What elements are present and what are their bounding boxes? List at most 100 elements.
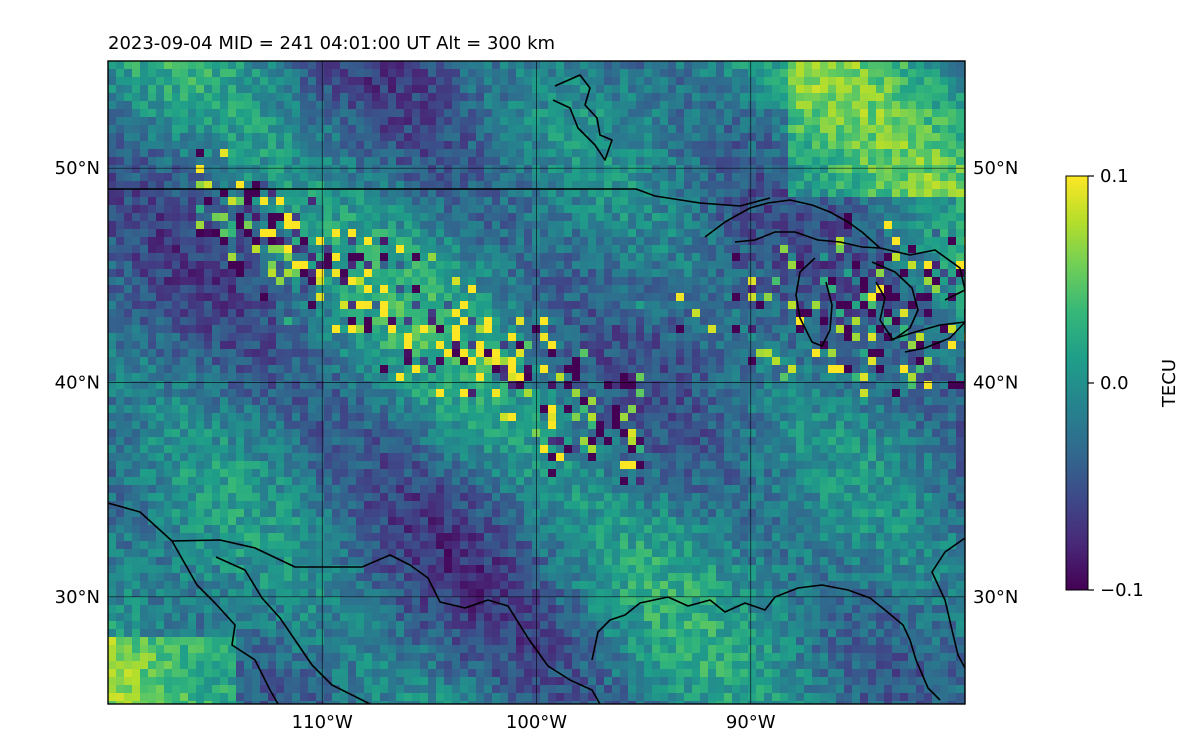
tec-cell [932,333,941,342]
tec-cell [556,245,565,254]
tec-cell [228,405,237,414]
tec-cell [604,309,613,318]
tec-cell [596,69,605,78]
tec-cell [636,381,645,390]
tec-cell [412,245,421,254]
tec-cell [396,189,405,198]
tec-cell [124,269,133,278]
tec-cell [572,405,581,414]
tec-cell [364,317,373,326]
tec-cell [660,133,669,142]
tec-cell [604,373,613,382]
tec-cell [500,221,509,230]
tec-cell [300,261,309,270]
tec-cell [716,101,725,110]
tec-cell [612,397,621,406]
tec-cell [500,253,509,262]
tec-cell [284,421,293,430]
tec-cell [460,261,469,270]
tec-cell [732,149,741,158]
tec-cell [404,157,413,166]
tec-cell [380,181,389,190]
tec-cell [244,373,253,382]
tec-cell [772,269,781,278]
tec-cell [348,381,357,390]
tec-cell [876,421,885,430]
tec-cell [836,133,845,142]
tec-cell [300,429,309,438]
tec-cell [924,269,933,278]
tec-cell [948,181,957,190]
tec-cell [492,261,501,270]
tec-cell [732,205,741,214]
tec-cell [300,317,309,326]
tec-cell [636,285,645,294]
tec-cell [756,293,765,302]
tec-cell [788,381,797,390]
tec-cell [540,397,549,406]
tec-cell [276,149,285,158]
tec-cell [180,77,189,86]
tec-cell [244,229,253,238]
tec-cell [444,293,453,302]
tec-cell [220,93,229,102]
tec-cell [348,189,357,198]
tec-cell [740,221,749,230]
tec-cell [692,197,701,206]
tec-cell [412,85,421,94]
tec-cell [340,365,349,374]
tec-cell [500,309,509,318]
tec-cell [220,205,229,214]
tec-cell [508,237,517,246]
tec-cell [780,325,789,334]
tec-cell [156,381,165,390]
tec-cell [596,269,605,278]
tec-cell [460,181,469,190]
tec-cell [660,141,669,150]
tec-cell [380,421,389,430]
tec-cell [668,157,677,166]
tec-cell [916,157,925,166]
tec-cell [324,317,333,326]
tec-cell [380,389,389,398]
tec-cell [292,285,301,294]
tec-cell [348,69,357,78]
tec-cell [372,141,381,150]
tec-cell [300,381,309,390]
tec-cell [372,405,381,414]
tec-cell [836,157,845,166]
tec-cell [588,181,597,190]
tec-cell [596,381,605,390]
tec-cell [460,229,469,238]
tec-cell [356,421,365,430]
tec-cell [436,365,445,374]
tec-cell [828,261,837,270]
tec-cell [132,157,141,166]
tec-cell [588,133,597,142]
tec-cell [396,141,405,150]
tec-cell [604,413,613,422]
tec-cell [556,341,565,350]
tec-cell [348,133,357,142]
tec-cell [172,109,181,118]
tec-cell [724,165,733,174]
tec-cell [788,365,797,374]
tec-cell [276,357,285,366]
tec-cell [492,269,501,278]
tec-cell [820,221,829,230]
tec-cell [156,181,165,190]
tec-cell [612,261,621,270]
tec-cell [884,173,893,182]
tec-cell [268,213,277,222]
tec-cell [404,221,413,230]
tec-cell [276,181,285,190]
tec-cell [412,349,421,358]
tec-cell [476,125,485,134]
tec-cell [628,165,637,174]
tec-cell [932,293,941,302]
tec-cell [180,389,189,398]
tec-cell [140,293,149,302]
tec-cell [212,413,221,422]
tec-cell [172,261,181,270]
tec-cell [908,261,917,270]
